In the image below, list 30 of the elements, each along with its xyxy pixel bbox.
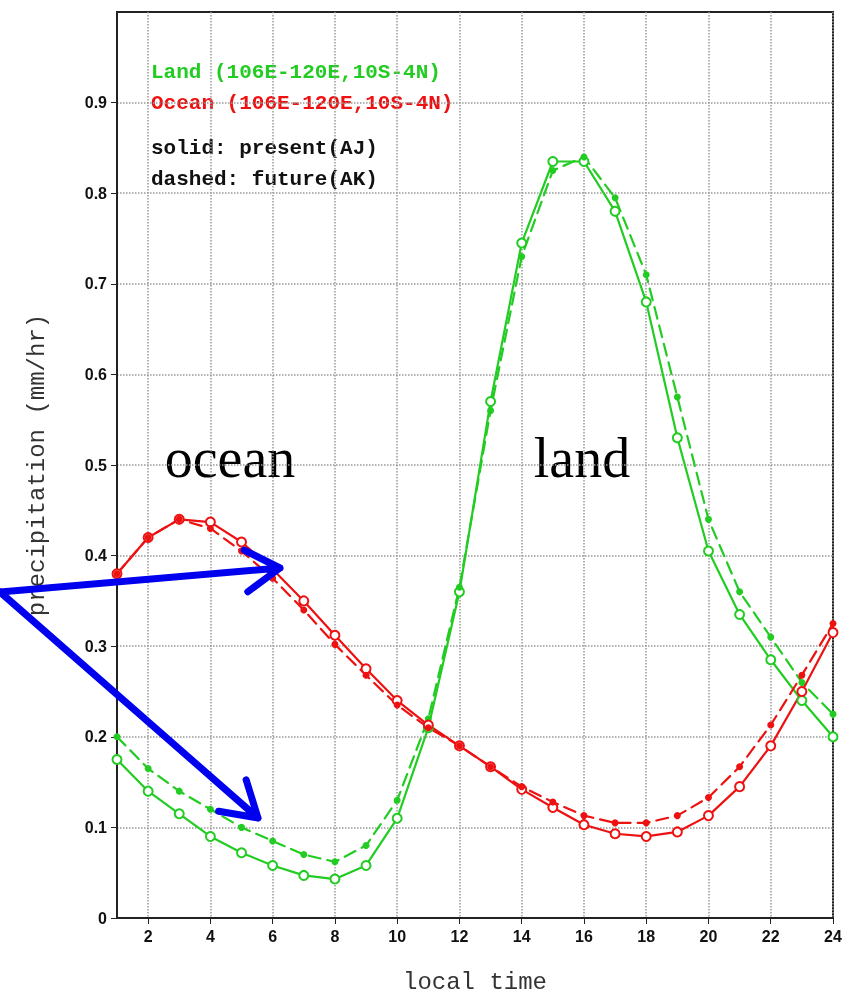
y-tick-label: 0.8 bbox=[84, 184, 108, 202]
annotation: ocean bbox=[164, 427, 296, 489]
x-tick-label: 8 bbox=[330, 927, 340, 945]
y-tick-label: 0.9 bbox=[84, 94, 108, 112]
x-tick-label: 16 bbox=[575, 927, 593, 945]
x-tick-label: 14 bbox=[512, 927, 531, 945]
x-tick-label: 12 bbox=[450, 927, 469, 945]
x-tick-label: 4 bbox=[205, 927, 215, 945]
y-tick-label: 0 bbox=[98, 909, 108, 927]
y-tick-label: 0.2 bbox=[84, 728, 108, 746]
x-tick-label: 10 bbox=[388, 927, 407, 945]
x-tick-label: 24 bbox=[824, 927, 842, 945]
annotation: dashed: future(AK) bbox=[151, 168, 378, 191]
annotation: solid: present(AJ) bbox=[151, 137, 378, 160]
x-tick-label: 2 bbox=[143, 927, 153, 945]
y-tick-label: 0.6 bbox=[84, 365, 108, 383]
x-tick-label: 18 bbox=[637, 927, 656, 945]
x-tick-label: 6 bbox=[268, 927, 278, 945]
y-tick-label: 0.4 bbox=[84, 547, 108, 565]
annotation: land bbox=[533, 427, 631, 489]
y-tick-label: 0.7 bbox=[84, 275, 108, 293]
x-tick-label: 22 bbox=[761, 927, 780, 945]
y-tick-label: 0.1 bbox=[84, 818, 108, 836]
annotation: Ocean (106E-120E,10S-4N) bbox=[151, 92, 454, 115]
y-tick-label: 0.3 bbox=[84, 637, 108, 655]
y-tick-label: 0.5 bbox=[84, 456, 108, 474]
y-axis-title: precipitation (mm/hr) bbox=[23, 313, 51, 617]
x-tick-label: 20 bbox=[699, 927, 718, 945]
annotation: Land (106E-120E,10S-4N) bbox=[151, 61, 441, 84]
x-axis-title: local time bbox=[402, 968, 548, 996]
